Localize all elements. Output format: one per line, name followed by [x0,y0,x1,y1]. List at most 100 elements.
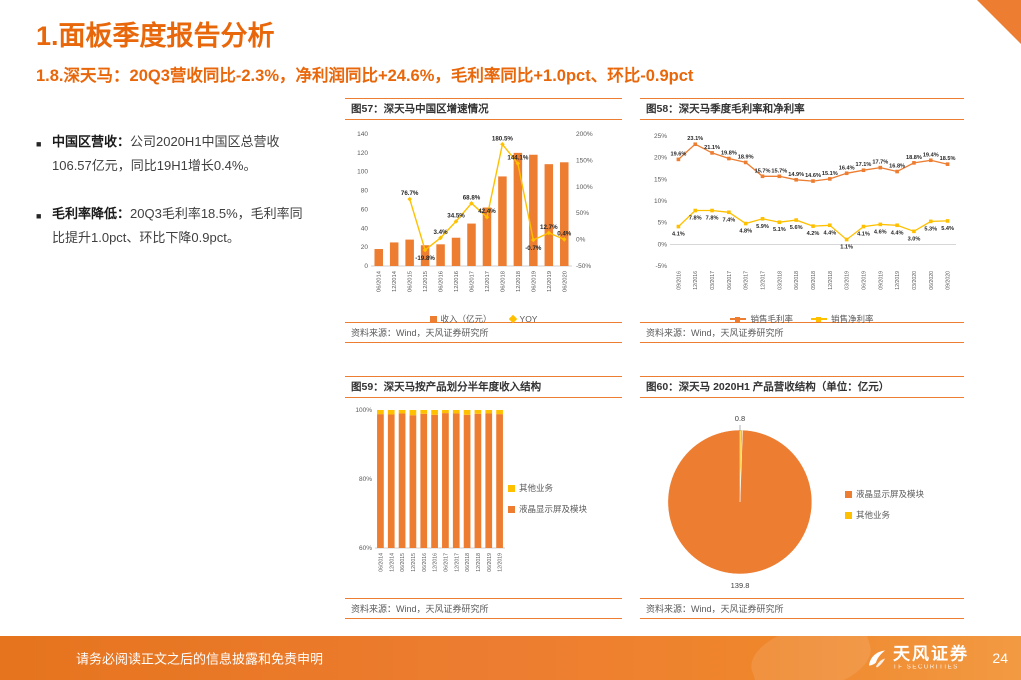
bullet-item-china-revenue: ■ 中国区营收：公司2020H1中国区总营收106.57亿元，同比19H1增长0… [36,130,304,178]
summary-panel: ■ 中国区营收：公司2020H1中国区总营收106.57亿元，同比19H1增长0… [36,130,304,274]
figure-59: 图59：深天马按产品划分半年度收入结构 60% 80% 100% 06/2014 12/… [345,376,622,619]
page-number: 24 [992,650,1008,666]
bullet-marker: ■ [36,139,42,149]
svg-text:06/2016: 06/2016 [422,553,428,572]
svg-text:06/2017: 06/2017 [443,553,449,572]
legend-marker [730,316,747,322]
svg-text:1.1%: 1.1% [840,245,853,251]
svg-text:139.8: 139.8 [731,581,750,590]
chart-title: 图60：深天马 2020H1 产品营收结构（单位：亿元） [640,376,964,398]
svg-text:12/2017: 12/2017 [485,271,491,292]
chart-source: 资料来源：Wind，天风证券研究所 [345,322,622,344]
svg-text:12/2019: 12/2019 [547,271,553,292]
svg-text:06/2018: 06/2018 [794,271,800,290]
svg-text:09/2016: 09/2016 [676,271,682,290]
figure-60: 图60：深天马 2020H1 产品营收结构（单位：亿元） 0.8 139.8 液晶… [640,376,964,619]
chart-canvas: 0.8 139.8 液晶显示屏及模块其他业务 [640,398,964,598]
section-subtitle: 1.8.深天马：20Q3营收同比-2.3%，净利润同比+24.6%，毛利率同比+… [36,67,694,85]
svg-text:16.8%: 16.8% [889,164,905,170]
svg-text:06/2019: 06/2019 [531,271,537,292]
svg-text:12/2018: 12/2018 [828,271,834,290]
svg-text:06/2015: 06/2015 [400,553,406,572]
legend-item: 收入（亿元） [429,313,492,325]
svg-text:0: 0 [364,263,368,270]
chart-source: 资料来源：Wind，天风证券研究所 [640,322,964,344]
legend-marker [811,316,827,322]
page-title: 1.面板季度报告分析 [36,21,275,51]
svg-text:06/2019: 06/2019 [487,553,493,572]
margin-lines-chart: -5% 0% 5% 10% 15% 20% 25% 09/2016 12/2016 03/2017… [654,133,956,290]
disclaimer-text: 请务必阅读正文之后的信息披露和免责申明 [76,651,324,667]
svg-text:4.1%: 4.1% [857,232,870,238]
legend-item: 液晶显示屏及模块 [508,503,587,515]
svg-text:19.6%: 19.6% [670,151,686,157]
svg-text:06/2014: 06/2014 [378,553,384,572]
svg-text:12/2017: 12/2017 [761,271,767,290]
svg-text:25%: 25% [654,133,667,140]
svg-text:09/2020: 09/2020 [946,271,952,290]
revenue-growth-chart: 0 20 40 60 80 100 120 140 -50% 0% 50% 100% 150% 200% 0… [357,131,593,292]
svg-text:40: 40 [361,225,369,232]
svg-text:-5%: -5% [655,263,667,270]
figure-57: 图57：深天马中国区增速情况 0 20 40 60 80 100 120 140 -50% 0% 5… [345,98,622,343]
svg-text:06/2020: 06/2020 [929,271,935,290]
bullet-marker: ■ [36,211,42,222]
svg-text:03/2017: 03/2017 [710,271,716,290]
tf-securities-logo-icon [869,650,885,667]
svg-text:21.1%: 21.1% [704,145,720,151]
svg-text:0.4%: 0.4% [557,230,572,237]
svg-text:80%: 80% [359,476,372,483]
svg-text:12/2016: 12/2016 [433,553,439,572]
svg-text:18.8%: 18.8% [906,155,922,161]
svg-text:18.9%: 18.9% [738,154,754,160]
svg-text:60: 60 [361,206,369,213]
svg-text:4.8%: 4.8% [739,229,752,235]
svg-text:3.4%: 3.4% [434,229,449,236]
svg-text:12/2018: 12/2018 [476,553,482,572]
chart-title: 图59：深天马按产品划分半年度收入结构 [345,376,622,398]
legend-item: 其他业务 [845,509,924,521]
svg-text:100%: 100% [576,184,593,191]
legend-item: 其他业务 [508,482,587,494]
svg-text:144.1%: 144.1% [507,155,528,162]
svg-text:7.4%: 7.4% [723,217,736,223]
svg-text:12/2014: 12/2014 [392,270,398,292]
legend-marker [508,484,515,492]
svg-text:0%: 0% [658,241,668,248]
svg-text:06/2017: 06/2017 [470,271,476,292]
svg-text:4.4%: 4.4% [891,230,904,236]
svg-text:100: 100 [357,169,368,176]
svg-text:12/2015: 12/2015 [423,271,429,292]
legend-marker [508,505,515,513]
svg-text:06/2015: 06/2015 [408,271,414,292]
legend-label: 其他业务 [519,483,554,493]
svg-text:4.4%: 4.4% [823,230,836,236]
svg-text:12/2018: 12/2018 [516,271,522,292]
svg-text:06/2018: 06/2018 [465,553,471,572]
svg-text:03/2019: 03/2019 [845,271,851,290]
svg-text:0.8: 0.8 [735,414,745,423]
svg-text:4.1%: 4.1% [672,232,685,238]
brand-name: 天风证券 [893,644,969,664]
legend-label: 液晶显示屏及模块 [856,489,925,499]
svg-text:5.4%: 5.4% [941,226,954,232]
svg-text:09/2017: 09/2017 [744,271,750,290]
svg-text:14.9%: 14.9% [788,172,804,178]
legend-item: 销售净利率 [811,313,874,325]
svg-text:17.7%: 17.7% [872,160,888,166]
svg-text:200%: 200% [576,131,593,138]
revenue-pie-chart: 0.8 139.8 [667,414,813,590]
svg-text:12/2019: 12/2019 [895,271,901,290]
chart-legend: 液晶显示屏及模块其他业务 [845,488,924,521]
svg-text:7.8%: 7.8% [706,216,719,222]
svg-text:0%: 0% [576,237,586,244]
svg-text:15.1%: 15.1% [822,171,838,177]
svg-text:03/2020: 03/2020 [912,271,918,290]
svg-text:06/2016: 06/2016 [439,271,445,292]
svg-text:06/2018: 06/2018 [500,271,506,292]
svg-text:5%: 5% [658,220,668,227]
svg-text:12/2014: 12/2014 [389,553,395,572]
svg-text:-19.8%: -19.8% [415,255,435,262]
bullet-item-gross-margin: ■ 毛利率降低：20Q3毛利率18.5%，毛利率同比提升1.0pct、环比下降0… [36,202,304,250]
legend-marker [845,511,852,519]
